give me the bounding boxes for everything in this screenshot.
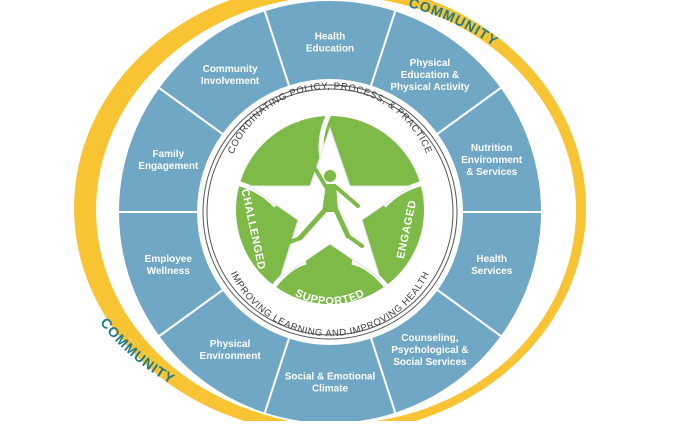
segment-label-line: Community <box>203 64 258 75</box>
segment-label-line: Counseling, <box>401 333 458 344</box>
segment-label-4: Counseling, Psychological & Social Service… <box>391 333 468 368</box>
segment-label-line: Climate <box>312 384 349 395</box>
segment-label-line: Education & <box>401 70 459 81</box>
segment-label-line: Physical <box>210 339 251 350</box>
segment-label-line: Health <box>315 32 346 43</box>
segment-label-0: Health Education <box>306 32 354 55</box>
segment-label-1: Physical Education & Physical Activity <box>390 58 470 93</box>
jumping-person-icon <box>288 158 364 248</box>
segment-label-line: Environment <box>200 351 262 362</box>
segment-label-line: Family <box>152 149 184 160</box>
segment-label-line: Involvement <box>201 76 260 87</box>
segment-label-line: & Services <box>466 167 518 178</box>
segment-label-line: Health <box>476 254 507 265</box>
segment-label-2: Nutrition Environment & Services <box>461 143 523 178</box>
segment-label-line: Social & Emotional <box>285 372 376 383</box>
segment-label-5: Social & Emotional Climate <box>285 372 376 395</box>
inner-ring-outer-line-2 <box>206 88 454 336</box>
segment-label-line: Education <box>306 44 354 55</box>
inner-ring-outer-line <box>202 84 458 340</box>
segment-label-line: Physical Activity <box>390 82 470 93</box>
segment-label-line: Employee <box>145 254 193 265</box>
segment-label-line: Nutrition <box>471 143 513 154</box>
segment-label-line: Physical <box>410 58 451 69</box>
segment-label-line: Services <box>471 266 513 277</box>
segment-label-9: Community Involvement <box>201 64 260 87</box>
segment-label-line: Environment <box>461 155 523 166</box>
segment-label-6: Physical Environment <box>200 339 262 362</box>
segment-label-line: Wellness <box>147 266 191 277</box>
segment-label-3: Health Services <box>471 254 513 277</box>
segment-label-8: Family Engagement <box>138 149 199 172</box>
segment-label-line: Social Services <box>393 357 467 368</box>
segment-label-line: Engagement <box>138 161 199 172</box>
segment-label-line: Psychological & <box>391 345 468 356</box>
segment-label-7: Employee Wellness <box>145 254 193 277</box>
